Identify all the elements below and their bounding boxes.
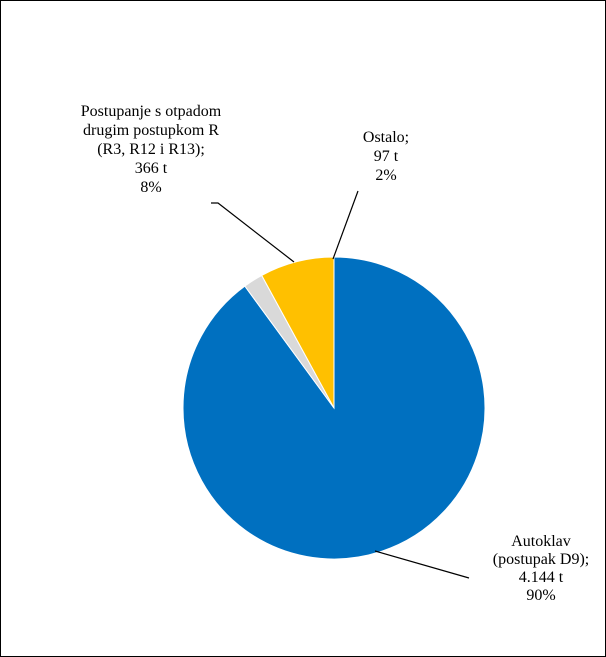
slice-label-2-line-0: Postupanje s otpadom: [81, 103, 222, 120]
slice-label-0-line-3: 90%: [526, 587, 555, 604]
slice-labels: Autoklav (postupak D9); 4.144 t 90% Ostalo; 9…: [81, 103, 589, 604]
slice-label-2-line-1: drugim postupkom R: [83, 122, 219, 139]
slice-label-1-line-0: Ostalo;: [363, 129, 409, 146]
slice-label-2-line-3: 366 t: [135, 160, 168, 177]
slice-label-1: Ostalo; 97 t 2%: [363, 129, 409, 184]
leader-line-2: [211, 202, 295, 263]
slice-label-0-line-2: 4.144 t: [519, 569, 564, 586]
slice-label-2-line-4: 8%: [140, 179, 161, 196]
slice-label-2: Postupanje s otpadom drugim postupkom R (R…: [81, 103, 222, 196]
leader-line-1: [332, 190, 359, 260]
slice-label-2-line-2: (R3, R12 i R13);: [97, 141, 205, 158]
slice-label-1-line-2: 2%: [375, 167, 396, 184]
slice-label-0-line-1: (postupak D9);: [493, 551, 589, 568]
leader-lines: [211, 190, 470, 579]
leader-line-0: [374, 550, 470, 579]
pie-slices: [182, 256, 486, 560]
slice-label-1-line-1: 97 t: [374, 148, 399, 165]
slice-label-0-line-0: Autoklav: [511, 533, 571, 550]
slice-label-0: Autoklav (postupak D9); 4.144 t 90%: [493, 533, 589, 604]
